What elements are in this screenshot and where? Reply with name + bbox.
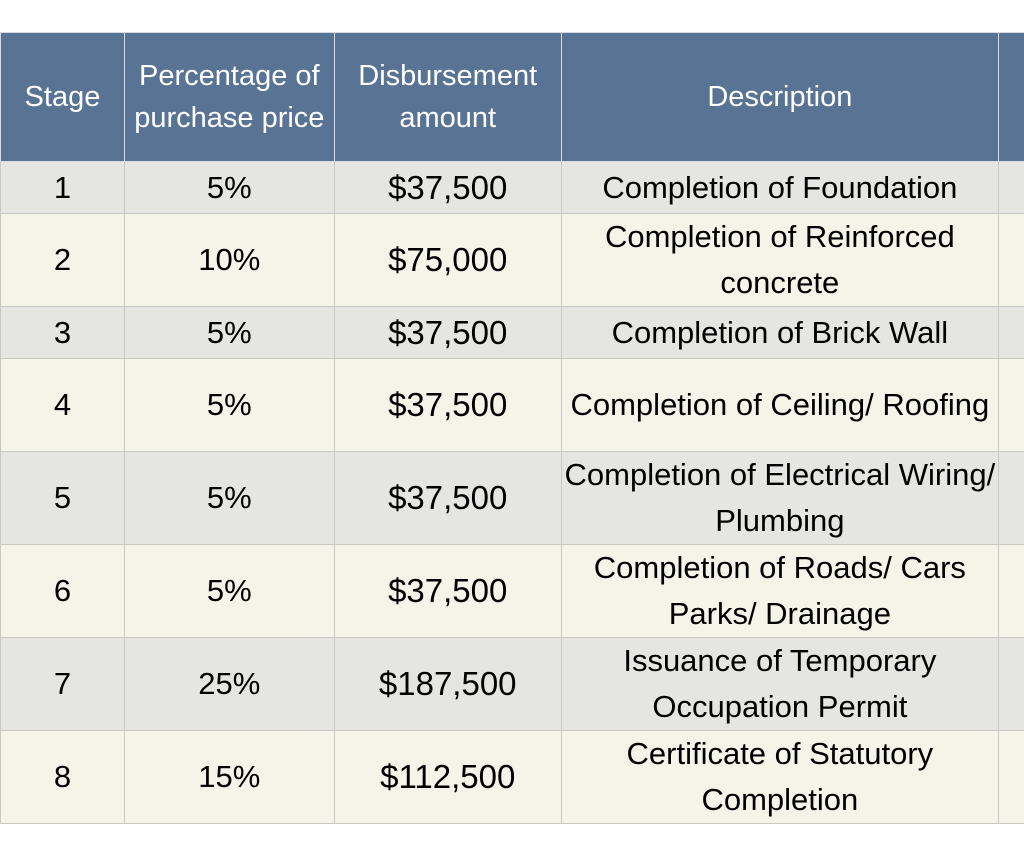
- table-row: 7 25% $187,500 Issuance of Temporary Occ…: [0, 637, 1024, 731]
- amount-cell: $37,500: [333, 161, 562, 214]
- extra-cell: [998, 730, 1024, 824]
- extra-cell: [998, 213, 1024, 307]
- amount-cell: $37,500: [333, 358, 562, 452]
- extra-cell: [998, 358, 1024, 452]
- extra-cell: [998, 306, 1024, 359]
- percentage-cell: 5%: [123, 544, 335, 638]
- table-row: 5 5% $37,500 Completion of Electrical Wi…: [0, 451, 1024, 545]
- percentage-cell: 25%: [123, 637, 335, 731]
- header-disbursement-amount: Disbursement amount: [333, 32, 562, 162]
- header-extra-column: [998, 32, 1024, 162]
- table-row: 8 15% $112,500 Certificate of Statutory …: [0, 730, 1024, 824]
- percentage-cell: 5%: [123, 358, 335, 452]
- stage-cell: 5: [0, 451, 125, 545]
- table-row: 3 5% $37,500 Completion of Brick Wall: [0, 306, 1024, 359]
- percentage-cell: 15%: [123, 730, 335, 824]
- description-cell: Completion of Roads/ Cars Parks/ Drainag…: [560, 544, 1000, 638]
- table-row: 6 5% $37,500 Completion of Roads/ Cars P…: [0, 544, 1024, 638]
- percentage-cell: 5%: [123, 161, 335, 214]
- description-cell: Issuance of Temporary Occupation Permit: [560, 637, 1000, 731]
- amount-cell: $37,500: [333, 306, 562, 359]
- percentage-cell: 5%: [123, 306, 335, 359]
- table-header-row: Stage Percentage of purchase price Disbu…: [0, 32, 1024, 162]
- description-cell: Completion of Foundation: [560, 161, 1000, 214]
- disbursement-schedule-table: Stage Percentage of purchase price Disbu…: [0, 32, 1024, 824]
- table-container: Stage Percentage of purchase price Disbu…: [0, 32, 1024, 824]
- stage-cell: 8: [0, 730, 125, 824]
- description-cell: Completion of Brick Wall: [560, 306, 1000, 359]
- amount-cell: $187,500: [333, 637, 562, 731]
- description-cell: Completion of Reinforced concrete: [560, 213, 1000, 307]
- extra-cell: [998, 544, 1024, 638]
- description-cell: Completion of Electrical Wiring/ Plumbin…: [560, 451, 1000, 545]
- description-cell: Completion of Ceiling/ Roofing: [560, 358, 1000, 452]
- table-row: 1 5% $37,500 Completion of Foundation: [0, 161, 1024, 214]
- extra-cell: [998, 161, 1024, 214]
- table-row: 2 10% $75,000 Completion of Reinforced c…: [0, 213, 1024, 307]
- stage-cell: 1: [0, 161, 125, 214]
- amount-cell: $75,000: [333, 213, 562, 307]
- stage-cell: 4: [0, 358, 125, 452]
- percentage-cell: 10%: [123, 213, 335, 307]
- percentage-cell: 5%: [123, 451, 335, 545]
- stage-cell: 7: [0, 637, 125, 731]
- stage-cell: 3: [0, 306, 125, 359]
- header-percentage: Percentage of purchase price: [123, 32, 335, 162]
- extra-cell: [998, 451, 1024, 545]
- stage-cell: 6: [0, 544, 125, 638]
- stage-cell: 2: [0, 213, 125, 307]
- extra-cell: [998, 637, 1024, 731]
- amount-cell: $37,500: [333, 544, 562, 638]
- header-stage: Stage: [0, 32, 125, 162]
- amount-cell: $37,500: [333, 451, 562, 545]
- header-description: Description: [560, 32, 1000, 162]
- amount-cell: $112,500: [333, 730, 562, 824]
- table-row: 4 5% $37,500 Completion of Ceiling/ Roof…: [0, 358, 1024, 452]
- description-cell: Certificate of Statutory Completion: [560, 730, 1000, 824]
